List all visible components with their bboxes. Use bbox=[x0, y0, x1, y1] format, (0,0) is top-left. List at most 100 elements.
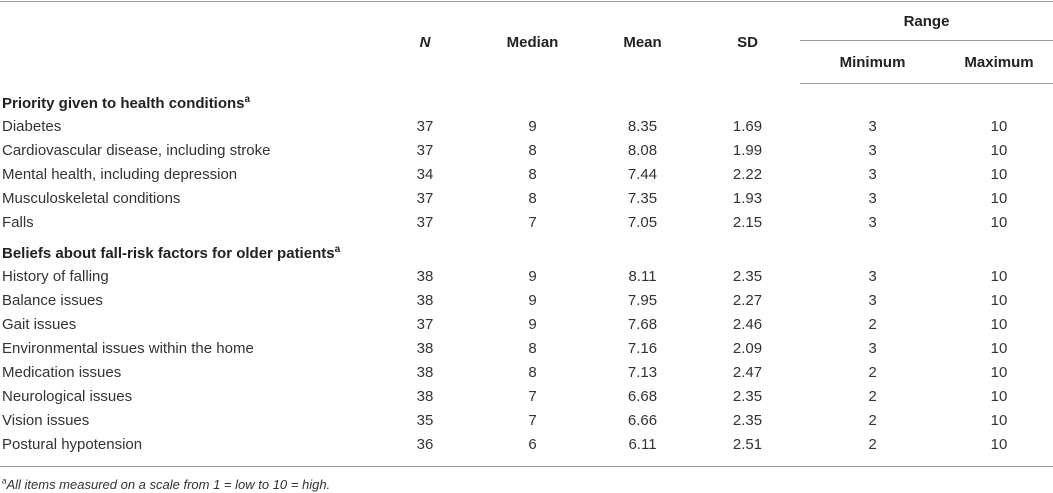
row-label: Diabetes bbox=[2, 117, 62, 135]
data-row: Cardiovascular disease, including stroke… bbox=[0, 138, 1053, 162]
cell-value: 7.13 bbox=[627, 363, 658, 381]
cell-value: 10 bbox=[990, 291, 1008, 309]
cell-value: 7 bbox=[528, 411, 537, 429]
section-marker: a bbox=[244, 94, 251, 105]
cell-value: 8 bbox=[528, 339, 537, 357]
cell-value: 1.99 bbox=[732, 141, 763, 159]
cell-value: 2 bbox=[868, 363, 877, 381]
cell-value: 9 bbox=[528, 117, 537, 135]
cell-value: 38 bbox=[416, 267, 434, 285]
cell-value: 8 bbox=[528, 141, 537, 159]
header-cell: Maximum bbox=[945, 40, 1053, 84]
cell-value: 10 bbox=[990, 315, 1008, 333]
cell-value: 6.66 bbox=[627, 411, 658, 429]
cell-value: 6 bbox=[475, 432, 590, 467]
data-row: Mental health, including depression 34 8 7.… bbox=[0, 162, 1053, 186]
cell-value: 3 bbox=[868, 213, 877, 231]
section-row: Priority given to health conditionsa bbox=[0, 84, 1053, 115]
section-title-cell: Priority given to health conditionsa bbox=[0, 84, 1053, 115]
cell-value: 2.27 bbox=[732, 291, 763, 309]
cell-value: 10 bbox=[990, 213, 1008, 231]
header-cell: Range bbox=[800, 1, 1053, 41]
cell-value: 3 bbox=[868, 291, 877, 309]
cell-value: 38 bbox=[416, 363, 434, 381]
table-header: N Median Mean SD Range Minimum Maximum bbox=[0, 1, 1053, 84]
cell-value: 34 bbox=[416, 165, 434, 183]
cell-value: 9 bbox=[528, 267, 537, 285]
table-body: Priority given to health conditionsa Diab… bbox=[0, 84, 1053, 467]
data-row: Musculoskeletal conditions 37 8 7.35 1.93 3 10 bbox=[0, 186, 1053, 210]
cell-value: 2 bbox=[868, 387, 877, 405]
cell-value: 3 bbox=[868, 189, 877, 207]
cell-value: 7.16 bbox=[627, 339, 658, 357]
header-cell: Median bbox=[506, 34, 559, 52]
cell-value: 8.08 bbox=[627, 141, 658, 159]
cell-value: 9 bbox=[528, 315, 537, 333]
cell-value: 37 bbox=[416, 189, 434, 207]
data-table: N Median Mean SD Range Minimum Maximum P… bbox=[0, 1, 1053, 467]
section-title: Beliefs about fall-risk factors for olde… bbox=[2, 245, 335, 262]
cell-value: 8 bbox=[528, 165, 537, 183]
cell-value: 8 bbox=[528, 189, 537, 207]
data-row: Gait issues 37 9 7.68 2.46 2 10 bbox=[0, 312, 1053, 336]
cell-value: 35 bbox=[416, 411, 434, 429]
header-blank bbox=[0, 2, 375, 84]
cell-value: 37 bbox=[416, 141, 434, 159]
cell-value: 3 bbox=[868, 141, 877, 159]
header-text: N bbox=[419, 34, 431, 52]
footnote-text: All items measured on a scale from 1 = l… bbox=[6, 477, 331, 492]
data-row: Neurological issues 38 7 6.68 2.35 2 10 bbox=[0, 384, 1053, 408]
section-marker: a bbox=[334, 244, 341, 255]
cell-value: 38 bbox=[416, 339, 434, 357]
cell-value: 1.93 bbox=[732, 189, 763, 207]
cell-value: 10 bbox=[990, 363, 1008, 381]
cell-value: 3 bbox=[868, 267, 877, 285]
header-cell: Minimum bbox=[800, 40, 945, 84]
cell-value: 10 bbox=[990, 117, 1008, 135]
section-title: Priority given to health conditions bbox=[2, 95, 245, 112]
cell-value: 1.69 bbox=[732, 117, 763, 135]
cell-value: 38 bbox=[416, 291, 434, 309]
cell-value: 2 bbox=[800, 432, 945, 467]
data-row: Environmental issues within the home 38 8 7… bbox=[0, 336, 1053, 360]
row-label: Medication issues bbox=[2, 363, 122, 381]
cell-value: 3 bbox=[868, 165, 877, 183]
cell-value: 2 bbox=[868, 315, 877, 333]
cell-value: 10 bbox=[990, 387, 1008, 405]
cell-value: 10 bbox=[990, 189, 1008, 207]
cell-value: 7.95 bbox=[627, 291, 658, 309]
data-row: Medication issues 38 8 7.13 2.47 2 10 bbox=[0, 360, 1053, 384]
cell-value: 10 bbox=[990, 339, 1008, 357]
cell-value: 2.22 bbox=[732, 165, 763, 183]
cell-value: 8.35 bbox=[627, 117, 658, 135]
cell-value: 7 bbox=[528, 213, 537, 231]
header-cell: N bbox=[375, 2, 475, 84]
row-label: Falls bbox=[2, 213, 34, 231]
section-title-cell: Beliefs about fall-risk factors for olde… bbox=[0, 234, 1053, 264]
cell-value: 2.35 bbox=[732, 411, 763, 429]
row-label: Neurological issues bbox=[2, 387, 133, 405]
cell-value: 7.68 bbox=[627, 315, 658, 333]
header-cell: Mean bbox=[623, 34, 662, 52]
cell-value: 2 bbox=[868, 411, 877, 429]
row-label: Balance issues bbox=[2, 291, 103, 309]
cell-value: 9 bbox=[528, 291, 537, 309]
cell-value: 7 bbox=[528, 387, 537, 405]
header-cell: SD bbox=[737, 34, 758, 52]
cell-value: 37 bbox=[416, 213, 434, 231]
data-row: Diabetes 37 9 8.35 1.69 3 10 bbox=[0, 114, 1053, 138]
section-row: Beliefs about fall-risk factors for olde… bbox=[0, 234, 1053, 264]
cell-value: 8.11 bbox=[628, 267, 657, 285]
cell-value: 7.05 bbox=[627, 213, 658, 231]
row-label: Mental health, including depression bbox=[2, 165, 238, 183]
cell-value: 10 bbox=[990, 411, 1008, 429]
row-label: Musculoskeletal conditions bbox=[2, 189, 181, 207]
data-row: History of falling 38 9 8.11 2.35 3 10 bbox=[0, 264, 1053, 288]
cell-value: 2.46 bbox=[732, 315, 763, 333]
cell-value: 2.51 bbox=[695, 432, 800, 467]
cell-value: 37 bbox=[416, 117, 434, 135]
cell-value: 2.09 bbox=[732, 339, 763, 357]
row-label: Gait issues bbox=[2, 315, 77, 333]
cell-value: 2.15 bbox=[732, 213, 763, 231]
cell-value: 6.68 bbox=[627, 387, 658, 405]
